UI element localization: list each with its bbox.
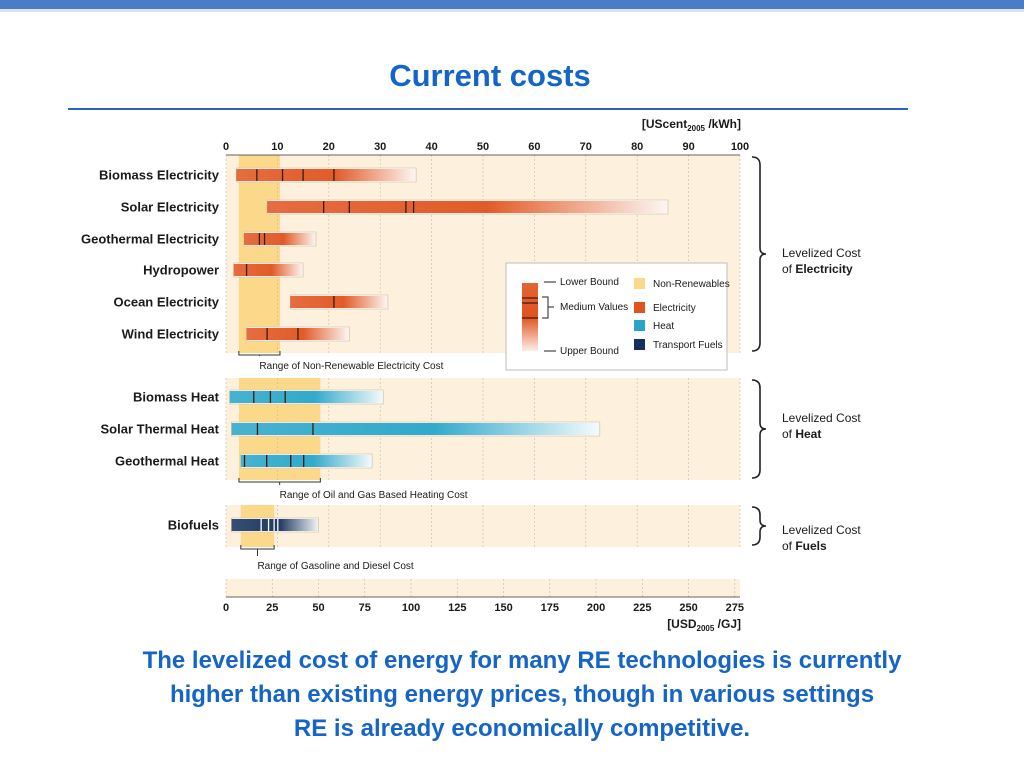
bottom-tick-label: 125 [448, 602, 466, 614]
category-label: Wind Electricity [122, 327, 220, 342]
legend-swatch [634, 320, 645, 331]
legend-swatch [634, 339, 645, 350]
top-tick-label: 20 [323, 141, 335, 153]
legend-lower-bound: Lower Bound [560, 277, 619, 288]
top-tick-label: 60 [528, 141, 540, 153]
caption-line-3: RE is already economically competitive. [293, 715, 751, 742]
range-label-fuels: Range of Gasoline and Diesel Cost [257, 561, 413, 572]
group-label-line2-electricity: of Electricity [782, 262, 853, 276]
legend-swatch [634, 302, 645, 313]
nonrenewable-band-electricity [238, 155, 280, 353]
bar-hydropower [233, 264, 304, 276]
category-label: Solar Thermal Heat [101, 422, 220, 437]
legend-entry-label: Electricity [653, 303, 696, 314]
slide-title: Current costs [389, 58, 591, 93]
legend-medium-values: Medium Values [560, 302, 628, 313]
bottom-tick-label: 175 [541, 602, 559, 614]
bar-geothermal-heat [240, 455, 373, 467]
top-tick-label: 100 [731, 141, 749, 153]
bottom-tick-label: 0 [223, 602, 229, 614]
legend-upper-bound: Upper Bound [560, 346, 619, 357]
bar-solar-electricity [267, 201, 669, 213]
category-label: Biofuels [168, 518, 219, 533]
bar-biomass-electricity [236, 169, 417, 181]
bar-biomass-heat [229, 391, 384, 403]
category-label: Geothermal Electricity [81, 232, 220, 247]
category-label: Biomass Heat [133, 390, 220, 405]
legend-entry-label: Heat [653, 321, 674, 332]
group-label-line1-electricity: Levelized Cost [782, 246, 861, 260]
bottom-tick-label: 275 [726, 602, 744, 614]
group-label-line1-heat: Levelized Cost [782, 411, 861, 425]
category-label: Ocean Electricity [114, 295, 220, 310]
levelized-cost-chart: 0 10 20 30 40 50 60 70 80 90 100 [UScent2005 /kWh] 0… [81, 117, 861, 633]
legend-swatch [634, 278, 645, 289]
top-accent-shadow [0, 9, 1024, 12]
bottom-tick-label: 200 [587, 602, 605, 614]
bottom-tick-label: 50 [312, 602, 324, 614]
bar-ocean-electricity [290, 296, 388, 308]
top-axis-unit: [UScent2005 /kWh] [642, 117, 741, 133]
top-tick-label: 30 [374, 141, 386, 153]
brace-fuels [751, 506, 767, 546]
bottom-tick-label: 25 [266, 602, 278, 614]
bottom-tick-label: 75 [359, 602, 371, 614]
slide-caption: The levelized cost of energy for many RE… [62, 644, 982, 746]
top-tick-label: 40 [425, 141, 437, 153]
legend-medium-bracket [542, 296, 554, 319]
group-label-line2-heat: of Heat [782, 427, 821, 441]
legend-entry-label: Transport Fuels [653, 340, 723, 351]
group-label-line2-fuels: of Fuels [782, 539, 827, 553]
bottom-axis-unit: [USD2005 /GJ] [667, 617, 741, 633]
legend-entry-label: Non-Renewables [653, 279, 730, 290]
bottom-tick-label: 225 [633, 602, 651, 614]
title-underline [68, 108, 908, 110]
bar-geothermal-electricity [243, 233, 316, 245]
group-label-line1-fuels: Levelized Cost [782, 523, 861, 537]
top-accent-bar [0, 0, 1024, 9]
bottom-axis-strip [226, 579, 740, 597]
category-label: Solar Electricity [121, 200, 220, 215]
top-tick-label: 90 [682, 141, 694, 153]
bottom-tick-label: 100 [402, 602, 420, 614]
brace-heat [751, 379, 767, 479]
top-tick-label: 10 [271, 141, 283, 153]
bottom-tick-label: 150 [494, 602, 512, 614]
legend-sample-bar [522, 283, 538, 351]
brace-electricity [751, 156, 767, 352]
caption-line-2: higher than existing energy prices, thou… [169, 681, 875, 708]
bar-solar-thermal-heat [231, 423, 600, 435]
range-label-electricity: Range of Non-Renewable Electricity Cost [259, 361, 443, 372]
category-label: Geothermal Heat [115, 454, 220, 469]
top-tick-label: 70 [580, 141, 592, 153]
category-label: Biomass Electricity [99, 168, 220, 183]
bottom-tick-label: 250 [679, 602, 697, 614]
bar-biofuels [231, 519, 319, 531]
top-tick-label: 80 [631, 141, 643, 153]
category-label: Hydropower [143, 263, 219, 278]
legend-box [505, 262, 728, 371]
range-label-heat: Range of Oil and Gas Based Heating Cost [280, 490, 468, 501]
top-tick-label: 0 [223, 141, 229, 153]
caption-line-1: The levelized cost of energy for many RE… [142, 647, 902, 674]
top-tick-label: 50 [477, 141, 489, 153]
